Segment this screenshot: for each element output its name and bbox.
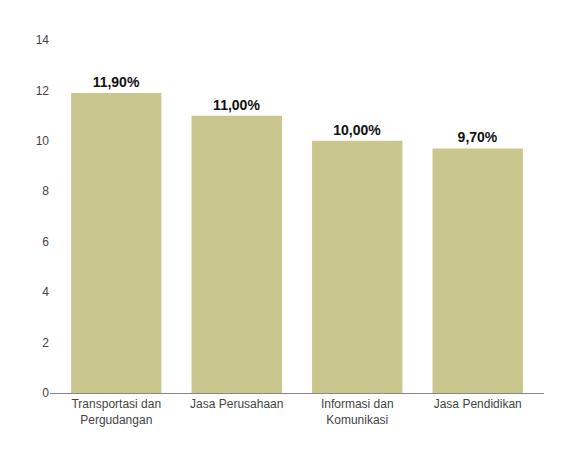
svg-text:11,00%: 11,00% (213, 97, 260, 113)
svg-text:2: 2 (42, 336, 49, 350)
svg-text:11,90%: 11,90% (93, 74, 140, 90)
svg-text:10: 10 (36, 134, 50, 148)
svg-text:14: 14 (36, 33, 50, 47)
svg-text:Jasa Pendidikan: Jasa Pendidikan (434, 397, 522, 411)
svg-text:Transportasi danPergudangan: Transportasi danPergudangan (71, 397, 161, 427)
svg-text:12: 12 (36, 84, 50, 98)
svg-text:4: 4 (42, 285, 49, 299)
svg-text:Informasi danKomunikasi: Informasi danKomunikasi (321, 397, 394, 427)
svg-text:8: 8 (42, 184, 49, 198)
svg-text:10,00%: 10,00% (333, 122, 381, 138)
svg-text:6: 6 (42, 235, 49, 249)
svg-text:0: 0 (42, 386, 49, 400)
svg-text:Jasa Perusahaan: Jasa Perusahaan (190, 397, 283, 411)
svg-text:9,70%: 9,70% (458, 129, 498, 145)
